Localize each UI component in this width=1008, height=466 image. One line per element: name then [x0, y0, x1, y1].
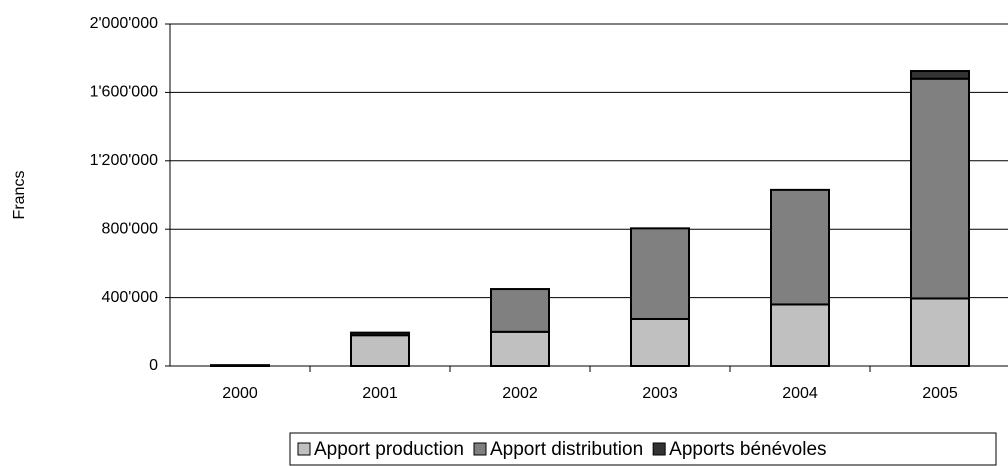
x-tick-label: 2005 [922, 385, 958, 402]
legend-swatch [297, 442, 311, 456]
y-tick-label: 1'200'000 [90, 152, 159, 169]
y-tick-label: 2'000'000 [90, 15, 159, 32]
bar-segment [630, 227, 690, 320]
x-tick-label: 2001 [362, 385, 398, 402]
legend-label: Apport distribution [490, 439, 643, 460]
x-tick-label: 2002 [502, 385, 538, 402]
y-tick-label: 0 [149, 357, 158, 374]
bar-segment [910, 297, 970, 367]
y-tick-label: 800'000 [102, 220, 159, 237]
legend-swatch [473, 442, 487, 456]
legend-label: Apport production [314, 439, 464, 460]
x-tick-label: 2004 [782, 385, 818, 402]
bar-segment [630, 317, 690, 368]
bar-segment [350, 331, 410, 337]
x-tick-label: 2000 [222, 385, 258, 402]
y-tick-label: 1'600'000 [90, 84, 159, 101]
bar-segment [910, 70, 970, 80]
bar-segment [770, 188, 830, 306]
bar-segment [770, 303, 830, 368]
legend: Apport production Apport distribution Appo… [289, 432, 997, 466]
legend-label: Apports bénévoles [669, 439, 826, 460]
legend-swatch [652, 442, 666, 456]
bar-segment [490, 288, 550, 333]
y-tick-label: 400'000 [102, 289, 159, 306]
bar-segment [490, 330, 550, 367]
legend-box [289, 432, 997, 466]
bar-segment [350, 334, 410, 368]
x-tick-label: 2003 [642, 385, 678, 402]
bar-segment [910, 77, 970, 300]
y-axis-label: Francs [11, 171, 28, 220]
